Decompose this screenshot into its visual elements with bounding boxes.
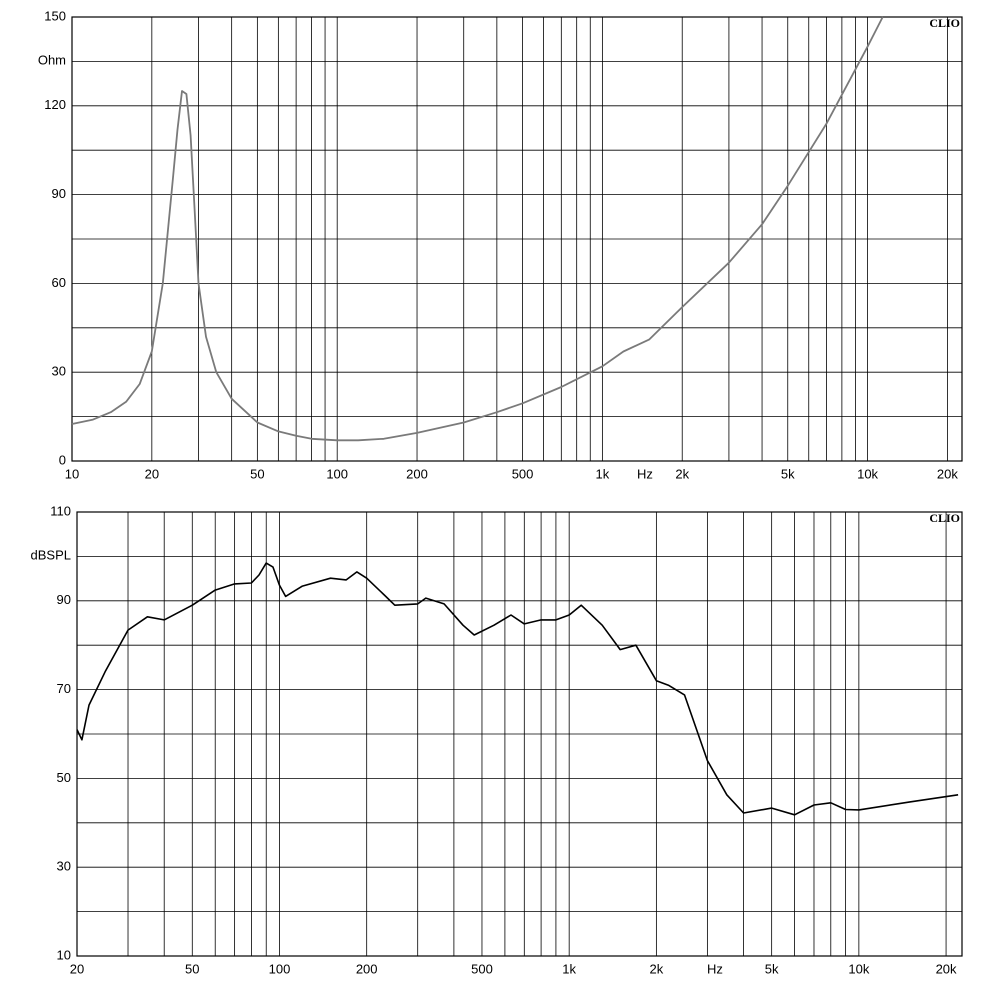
x-tick-label: 5k: [781, 466, 795, 481]
x-tick-label: 200: [356, 961, 378, 976]
x-tick-label: 5k: [765, 961, 779, 976]
x-tick-label: 10: [65, 466, 79, 481]
x-tick-label: 10k: [848, 961, 869, 976]
x-tick-label: 20: [145, 466, 159, 481]
x-tick-label: 200: [406, 466, 428, 481]
y-tick-label: 90: [57, 592, 71, 607]
x-tick-label: 50: [250, 466, 264, 481]
plot-frame: [76, 511, 963, 957]
y-tick-label: 120: [44, 97, 66, 112]
x-tick-label: 1k: [596, 466, 610, 481]
x-tick-label: 2k: [675, 466, 689, 481]
plot-frame: [71, 16, 963, 462]
y-axis-label: Ohm: [38, 52, 66, 67]
brand-label: CLIO: [929, 16, 960, 30]
x-tick-label: 500: [471, 961, 493, 976]
y-axis-label: dBSPL: [31, 547, 71, 562]
x-tick-label: 100: [326, 466, 348, 481]
y-tick-label: 10: [57, 947, 71, 962]
brand-label: CLIO: [929, 511, 960, 525]
y-tick-label: 30: [57, 859, 71, 874]
x-tick-label: 10k: [857, 466, 878, 481]
data-line: [71, 16, 884, 442]
x-axis-label: Hz: [637, 466, 653, 481]
y-tick-label: 60: [52, 275, 66, 290]
x-tick-label: 2k: [650, 961, 664, 976]
x-tick-label: 500: [512, 466, 534, 481]
x-axis-label: Hz: [707, 961, 723, 976]
y-tick-label: 70: [57, 681, 71, 696]
y-tick-label: 0: [59, 452, 66, 467]
y-tick-label: 30: [52, 364, 66, 379]
y-tick-label: 90: [52, 186, 66, 201]
x-tick-label: 20: [70, 961, 84, 976]
x-tick-label: 100: [269, 961, 291, 976]
data-line: [76, 562, 959, 816]
y-tick-label: 150: [44, 8, 66, 23]
x-tick-label: 50: [185, 961, 199, 976]
x-tick-label: 20k: [936, 961, 957, 976]
x-tick-label: 20k: [937, 466, 958, 481]
x-tick-label: 1k: [562, 961, 576, 976]
y-tick-label: 110: [50, 503, 71, 518]
y-tick-label: 50: [57, 770, 71, 785]
